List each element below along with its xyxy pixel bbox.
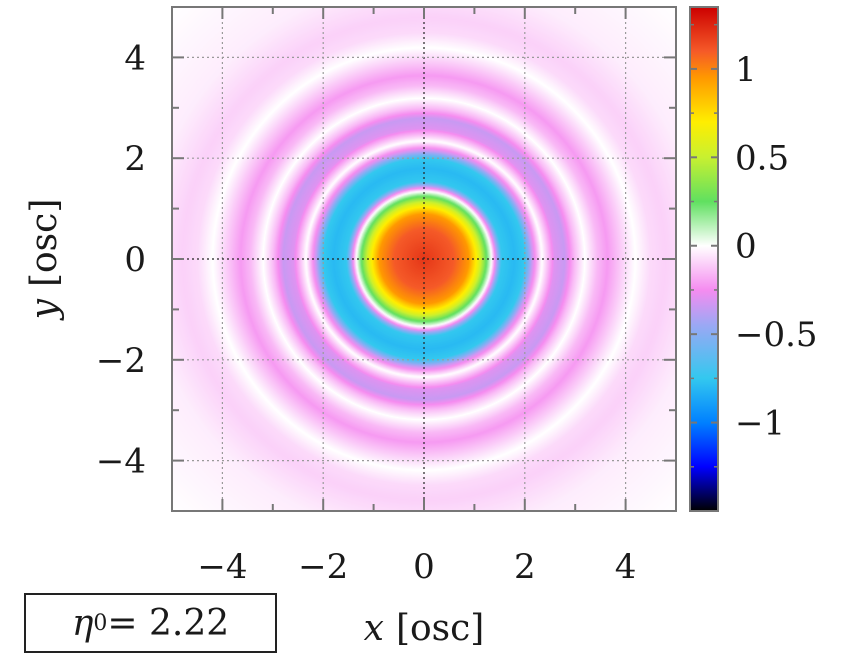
y-tick-labels: 4 2 0 −2 −4 xyxy=(96,38,146,481)
y-tick-label: −4 xyxy=(96,442,146,482)
colorbar-tick-label: 1 xyxy=(735,50,757,90)
parameter-symbol: η xyxy=(71,602,94,644)
x-tick-labels: −4 −2 0 2 4 xyxy=(197,547,636,587)
parameter-value: = 2.22 xyxy=(107,602,230,644)
plot-area xyxy=(171,6,677,512)
grid-lines xyxy=(172,7,676,511)
y-tick-label: −2 xyxy=(96,341,146,381)
y-axis-variable: y xyxy=(24,298,65,321)
y-tick-label: 0 xyxy=(124,240,146,280)
y-axis-unit: [osc] xyxy=(24,199,65,287)
x-tick-label: −2 xyxy=(298,547,348,587)
colorbar-tick-label: 0.5 xyxy=(735,138,789,178)
y-tick-label: 4 xyxy=(124,38,146,78)
colorbar-tick-labels: 1 0.5 0 −0.5 −1 xyxy=(735,50,818,444)
x-tick-label: 4 xyxy=(615,547,637,587)
axis-ticks xyxy=(172,7,676,511)
colorbar-tick-label: 0 xyxy=(735,227,757,267)
colorbar-tick-label: −0.5 xyxy=(735,315,818,355)
x-tick-label: 2 xyxy=(514,547,536,587)
y-tick-label: 2 xyxy=(124,139,146,179)
x-tick-label: −4 xyxy=(197,547,247,587)
parameter-subscript: 0 xyxy=(93,610,108,636)
x-axis-label: x [osc] xyxy=(364,608,485,649)
colorbar-ticks xyxy=(690,23,718,468)
colorbar-gradient xyxy=(689,6,719,512)
y-axis-label: y [osc] xyxy=(24,199,65,322)
colorbar-tick-label: −1 xyxy=(735,404,785,444)
x-tick-label: 0 xyxy=(413,547,435,587)
x-axis-unit: [osc] xyxy=(396,608,484,649)
x-axis-variable: x xyxy=(364,608,384,649)
colorbar: 1 0.5 0 −0.5 −1 xyxy=(689,6,818,512)
